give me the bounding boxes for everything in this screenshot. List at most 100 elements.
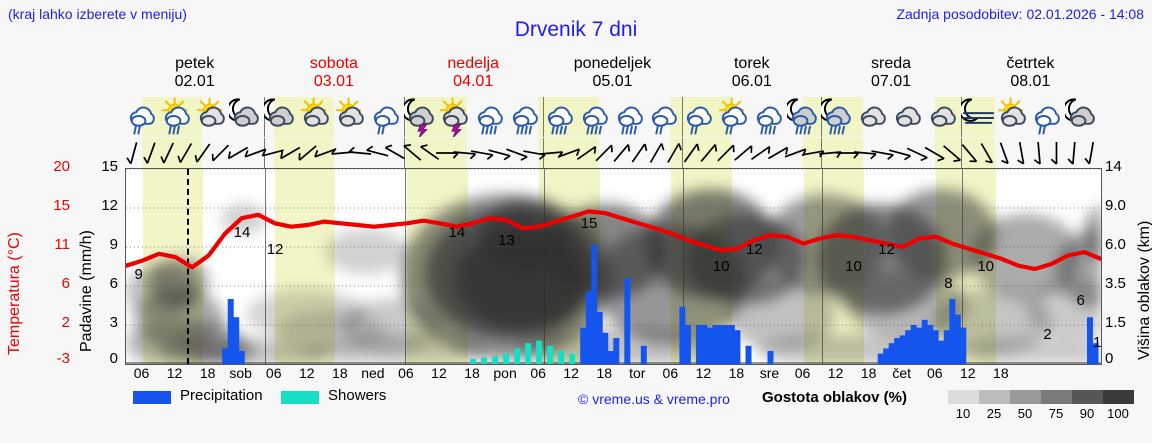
moon-fog-icon <box>960 97 996 137</box>
page-title: Drvenik 7 dni <box>514 18 638 41</box>
temperature-point-label: 10 <box>845 257 862 275</box>
cloudheight-tick: 0 <box>1105 350 1114 367</box>
weather-icon-row <box>125 97 1100 137</box>
day-date: 07.01 <box>871 73 912 90</box>
sun-cloud-icon <box>996 97 1031 137</box>
temperature-tick: 15 <box>53 197 70 214</box>
sun-cloud-thunder-icon <box>438 97 473 137</box>
sun-cloud-icon <box>299 97 334 137</box>
time-tick: 06 <box>530 365 546 381</box>
cloudheight-axis-title: Višina oblakov (km) <box>1136 220 1152 360</box>
precip-tick: 6 <box>109 275 118 292</box>
day-header-petek: petek 02.01 <box>125 55 264 91</box>
time-tick: 06 <box>133 365 150 381</box>
moon-cloud-icon <box>229 97 264 137</box>
day-date: 04.01 <box>453 73 494 90</box>
temperature-point-label: 10 <box>977 257 994 275</box>
cloud-density-tick: 100 <box>1107 406 1129 421</box>
sun-cloud-icon <box>334 97 369 137</box>
temperature-point-label: 13 <box>498 232 515 250</box>
cloud-rain-icon <box>647 97 682 137</box>
temperature-point-label: 12 <box>745 240 763 258</box>
temperature-tick: -3 <box>56 350 70 367</box>
cloud-density-swatch <box>1010 390 1041 404</box>
temperature-axis-title: Temperatura (°C) <box>6 232 23 355</box>
time-tick: 18 <box>199 365 216 381</box>
day-name: torek <box>733 55 770 72</box>
showers-legend-swatch <box>281 391 319 404</box>
temperature-point-label: 14 <box>233 223 251 241</box>
day-separator <box>264 138 266 168</box>
precipitation-legend-label: Precipitation <box>180 387 263 404</box>
time-tick: ned <box>361 365 385 381</box>
cloud-density-tick: 50 <box>1017 406 1033 421</box>
time-tick: sre <box>759 365 780 381</box>
day-header-četrtek: četrtek 08.01 <box>961 55 1100 91</box>
precipitation-legend-swatch <box>133 391 171 404</box>
moon-cloud-icon <box>1065 97 1100 137</box>
sun-cloud-rain-icon <box>717 97 752 137</box>
copyright-link[interactable]: © vreme.us & vreme.pro <box>578 391 730 407</box>
time-tick: 06 <box>398 365 414 381</box>
cloud-rain-icon <box>473 97 508 137</box>
cloud-icon <box>856 97 891 137</box>
day-date: 03.01 <box>313 73 354 90</box>
temperature-point-label: 1 <box>1093 334 1102 352</box>
time-tick: 12 <box>563 365 579 381</box>
day-name: petek <box>175 55 215 72</box>
cloud-density-swatch <box>1103 390 1134 404</box>
cloud-rain-icon <box>682 97 717 137</box>
temperature-point-label: 12 <box>266 240 284 258</box>
temperature-point-label: 8 <box>944 274 953 292</box>
precip-tick: 12 <box>101 197 118 214</box>
cloud-rain-icon <box>613 97 648 137</box>
temperature-tick: 2 <box>61 314 70 331</box>
day-name: nedelja <box>447 55 499 72</box>
temperature-point-label: 14 <box>448 223 466 241</box>
temperature-point-label: 15 <box>580 215 598 233</box>
time-tick: 12 <box>695 365 712 381</box>
day-date: 06.01 <box>731 73 772 90</box>
temperature-point-label: 9 <box>134 266 143 284</box>
precip-tick: 0 <box>109 350 118 367</box>
cloud-rain-icon <box>1030 97 1065 137</box>
day-name: ponedeljek <box>573 55 652 72</box>
cloud-density-legend-title: Gostota oblakov (%) <box>762 389 908 406</box>
cloudheight-tick: 14 <box>1105 158 1122 175</box>
daylight-band <box>670 138 731 168</box>
time-tick: 18 <box>860 365 877 381</box>
cloud-density-tick: 90 <box>1079 406 1095 421</box>
cloudheight-tick: 9.0 <box>1105 197 1126 214</box>
temperature-tick: 11 <box>54 236 70 253</box>
precip-tick: 15 <box>101 158 118 175</box>
cloudheight-tick: 3.5 <box>1105 275 1126 292</box>
cloud-icon <box>891 97 926 137</box>
last-update-label: Zadnja posodobitev: 02.01.2026 - 14:08 <box>896 6 1144 22</box>
time-tick: 12 <box>166 365 183 381</box>
day-header-torek: torek 06.01 <box>682 55 821 91</box>
time-tick: 06 <box>926 365 943 381</box>
day-separator <box>403 138 405 168</box>
cloud-density-swatch <box>1041 390 1072 404</box>
day-header-sobota: sobota 03.01 <box>264 55 403 91</box>
time-tick: sob <box>229 365 252 381</box>
wind-barb-row <box>125 138 1100 168</box>
day-separator <box>682 138 684 168</box>
cloud-rain-icon <box>125 97 160 137</box>
day-header-nedelja: nedelja 04.01 <box>404 55 543 91</box>
day-name: sreda <box>871 55 912 72</box>
day-date: 02.01 <box>174 73 215 90</box>
time-tick: 06 <box>265 365 282 381</box>
time-tick: 12 <box>298 365 315 381</box>
time-tick: čet <box>892 365 912 381</box>
cloud-density-tick: 25 <box>986 406 1002 421</box>
day-date: 08.01 <box>1010 73 1051 90</box>
moon-cloud-rain-icon <box>821 97 856 137</box>
precip-tick: 9 <box>109 236 118 253</box>
day-header-ponedeljek: ponedeljek 05.01 <box>543 55 682 91</box>
moon-cloud-thunder-icon <box>403 97 439 137</box>
temperature-tick: 6 <box>61 275 70 292</box>
time-tick: 18 <box>332 365 348 381</box>
day-separator <box>265 169 267 364</box>
